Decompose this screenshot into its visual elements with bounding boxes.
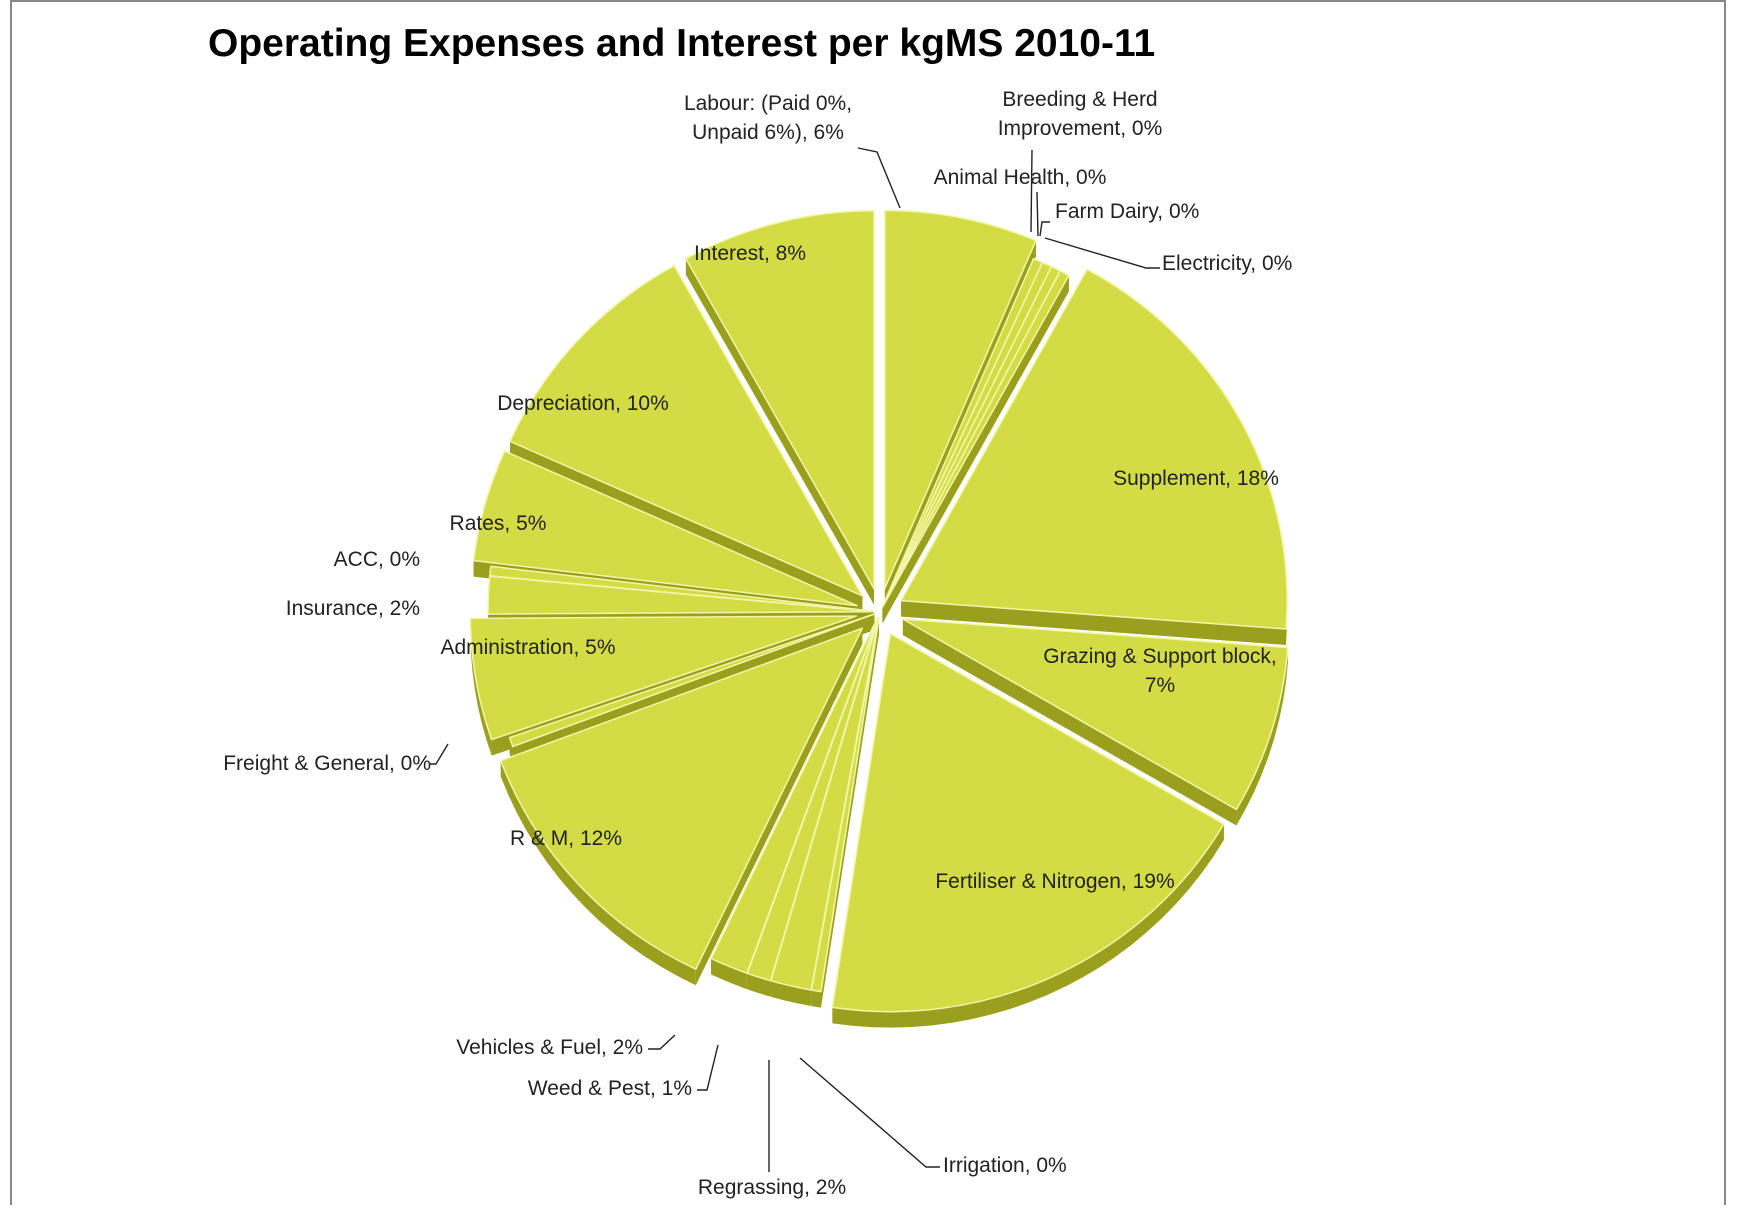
- slice-depth-administration: [470, 618, 492, 756]
- leader-line-farm-dairy: [1039, 221, 1050, 237]
- label-line-freight-and-general-1: Freight & General, 0%: [223, 752, 431, 775]
- label-line-supplement-1: Supplement, 18%: [1113, 467, 1279, 490]
- slice-wall-supplement-end: [901, 600, 1286, 645]
- leader-line-animal-health: [1036, 191, 1039, 237]
- leader-line-freight-and-general: [429, 743, 449, 765]
- label-line-labour-paid-0-unpaid-6-2: Unpaid 6%), 6%: [692, 121, 844, 144]
- label-line-vehicles-and-fuel-1: Vehicles & Fuel, 2%: [456, 1036, 643, 1059]
- label-line-grazing-and-support-block-1: Grazing & Support block,: [1043, 645, 1276, 668]
- label-line-labour-paid-0-unpaid-6-1: Labour: (Paid 0%,: [684, 92, 852, 115]
- slice-wall-grazing-and-support-block-end: [902, 619, 1237, 826]
- slice-r-and-m[interactable]: [500, 627, 864, 970]
- label-line-irrigation-1: Irrigation, 0%: [943, 1154, 1067, 1177]
- label-line-weed-and-pest-1: Weed & Pest, 1%: [528, 1077, 692, 1100]
- slice-wall-r-and-m-start: [695, 628, 863, 986]
- slice-depth-r-and-m: [500, 760, 696, 986]
- label-irrigation: Irrigation, 0%: [943, 1154, 1067, 1177]
- label-line-administration-1: Administration, 5%: [440, 636, 615, 659]
- label-line-rates-1: Rates, 5%: [450, 512, 547, 535]
- label-breeding-and-herd-improvement: Breeding & Herd Improvement, 0%: [998, 88, 1163, 140]
- label-vehicles-and-fuel: Vehicles & Fuel, 2%: [456, 1036, 643, 1059]
- slice-freight-and-general[interactable]: [508, 613, 876, 748]
- label-r-and-m: R & M, 12%: [510, 827, 622, 850]
- slice-electricity[interactable]: [882, 270, 1070, 608]
- leader-line-irrigation: [799, 1057, 940, 1168]
- label-electricity: Electricity, 0%: [1162, 252, 1292, 275]
- label-line-animal-health-1: Animal Health, 0%: [934, 166, 1107, 189]
- label-line-electricity-1: Electricity, 0%: [1162, 252, 1292, 275]
- label-animal-health: Animal Health, 0%: [934, 166, 1107, 189]
- slice-acc[interactable]: [488, 565, 875, 613]
- slice-depreciation[interactable]: [509, 264, 864, 597]
- slice-depth-irrigation: [811, 990, 821, 1008]
- slice-interest[interactable]: [685, 210, 875, 590]
- label-line-fertiliser-and-nitrogen-1: Fertiliser & Nitrogen, 19%: [935, 870, 1174, 893]
- label-line-breeding-and-herd-improvement-1: Breeding & Herd: [1002, 88, 1157, 111]
- label-line-farm-dairy-1: Farm Dairy, 0%: [1055, 200, 1199, 223]
- slice-wall-interest-start: [685, 258, 874, 605]
- slice-depth-grazing-and-support-block: [1236, 647, 1288, 826]
- label-line-breeding-and-herd-improvement-2: Improvement, 0%: [998, 117, 1163, 140]
- slice-depth-vehicles-and-fuel: [711, 958, 747, 990]
- pie-slices: [469, 209, 1289, 1013]
- label-line-grazing-and-support-block-2: 7%: [1145, 674, 1175, 697]
- label-labour-paid-0-unpaid-6: Labour: (Paid 0%, Unpaid 6%), 6%: [684, 92, 852, 144]
- leader-lines: [429, 147, 1160, 1172]
- label-line-insurance-1: Insurance, 2%: [286, 597, 420, 620]
- leader-line-weed-and-pest: [697, 1044, 719, 1091]
- label-administration: Administration, 5%: [440, 636, 615, 659]
- label-grazing-and-support-block: Grazing & Support block, 7%: [1043, 645, 1276, 697]
- label-line-regrassing-1: Regrassing, 2%: [698, 1176, 846, 1199]
- label-insurance: Insurance, 2%: [286, 597, 420, 620]
- slice-rates[interactable]: [472, 450, 858, 607]
- leader-line-breeding-and-herd-improvement: [1030, 149, 1033, 233]
- label-line-interest-1: Interest, 8%: [694, 242, 806, 265]
- slice-supplement[interactable]: [900, 268, 1288, 630]
- slice-fertiliser-and-nitrogen[interactable]: [831, 632, 1225, 1013]
- leader-line-vehicles-and-fuel: [648, 1034, 676, 1050]
- slice-vehicles-and-fuel[interactable]: [710, 616, 879, 974]
- chart-title: Operating Expenses and Interest per kgMS…: [208, 22, 1156, 65]
- label-regrassing: Regrassing, 2%: [698, 1176, 846, 1199]
- label-farm-dairy: Farm Dairy, 0%: [1055, 200, 1199, 223]
- label-acc: ACC, 0%: [334, 548, 420, 571]
- label-rates: Rates, 5%: [450, 512, 547, 535]
- slice-administration[interactable]: [469, 615, 858, 741]
- leader-line-labour-paid-0-unpaid-6: [857, 147, 901, 209]
- label-interest: Interest, 8%: [694, 242, 806, 265]
- slice-grazing-and-support-block[interactable]: [902, 618, 1289, 811]
- label-weed-and-pest: Weed & Pest, 1%: [528, 1077, 692, 1100]
- slice-labels: Labour: (Paid 0%, Unpaid 6%), 6% Breeding …: [223, 88, 1292, 1199]
- label-fertiliser-and-nitrogen: Fertiliser & Nitrogen, 19%: [935, 870, 1174, 893]
- label-line-acc-1: ACC, 0%: [334, 548, 420, 571]
- slice-labour-paid-0-unpaid-6[interactable]: [884, 209, 1037, 590]
- slice-wall-electricity-end: [882, 275, 1069, 623]
- leader-line-electricity: [1044, 237, 1160, 269]
- slice-depth-regrassing: [770, 980, 812, 1006]
- label-depreciation: Depreciation, 10%: [497, 392, 669, 415]
- label-line-depreciation-1: Depreciation, 10%: [497, 392, 669, 415]
- label-freight-and-general: Freight & General, 0%: [223, 752, 431, 775]
- label-line-r-and-m-1: R & M, 12%: [510, 827, 622, 850]
- label-supplement: Supplement, 18%: [1113, 467, 1279, 490]
